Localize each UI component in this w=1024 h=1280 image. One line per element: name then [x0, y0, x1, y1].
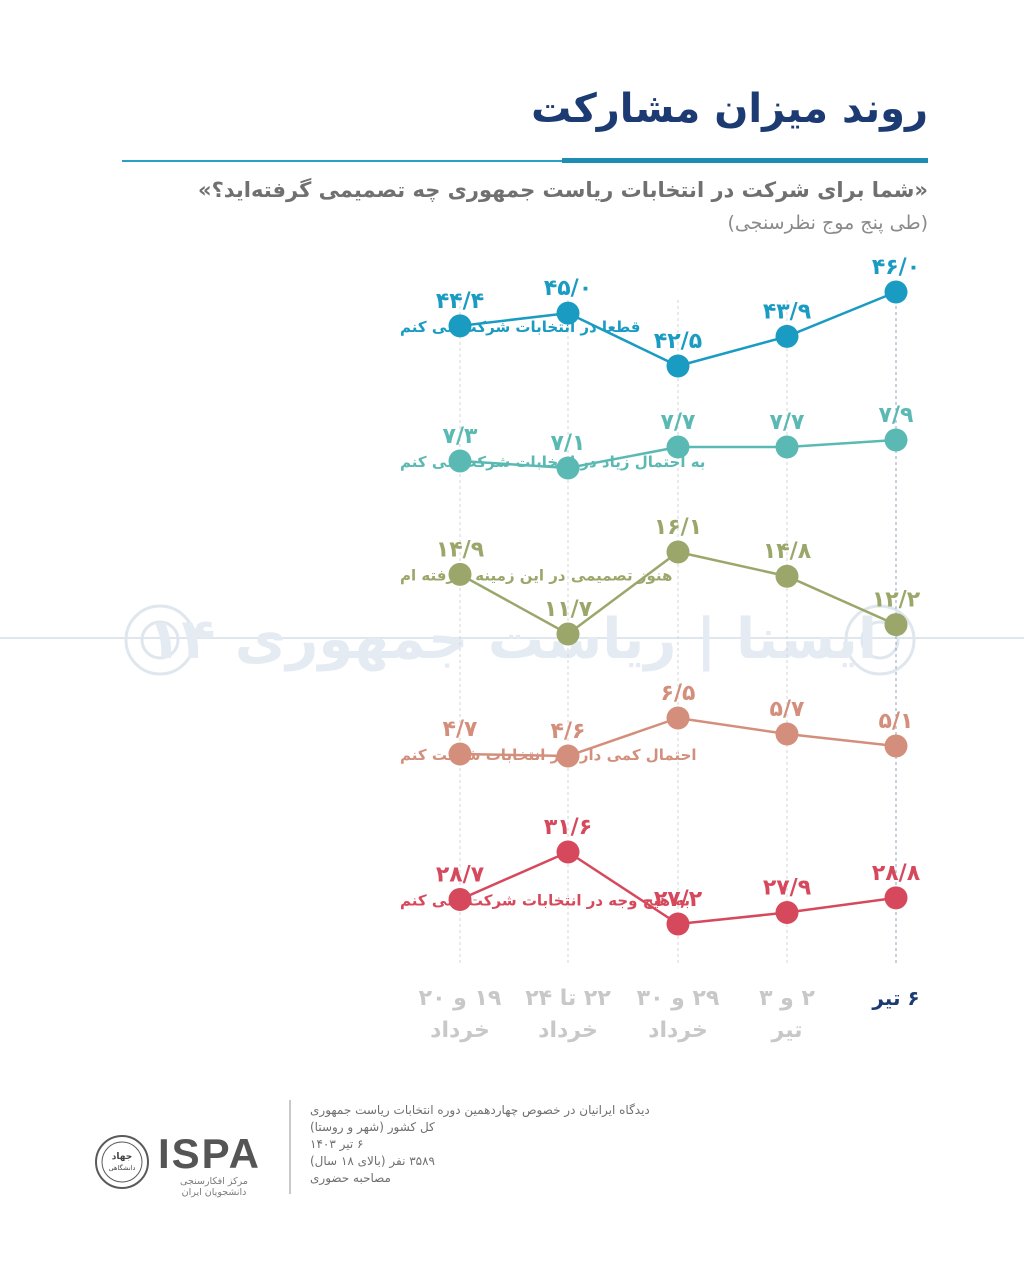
- data-point: [556, 301, 580, 325]
- data-point: [556, 622, 580, 646]
- x-tick-label: خرداد: [538, 1018, 598, 1043]
- data-point: [448, 562, 472, 586]
- data-point: [884, 280, 908, 304]
- data-label: ۲۸/۸: [872, 861, 921, 886]
- data-point: [775, 324, 799, 348]
- data-point: [666, 540, 690, 564]
- data-point: [448, 887, 472, 911]
- data-point: [775, 435, 799, 459]
- data-point: [666, 354, 690, 378]
- data-label: ۶/۵: [661, 681, 696, 706]
- survey-info-line: کل کشور (شهر و روستا): [310, 1120, 435, 1134]
- data-label: ۴۲/۵: [654, 329, 702, 354]
- series-label: به هیچ وجه در انتخابات شرکت نمی کنم: [400, 891, 690, 909]
- data-label: ۵/۷: [770, 697, 805, 722]
- data-point: [884, 613, 908, 637]
- data-label: ۴۵/۰: [544, 276, 592, 301]
- data-point: [884, 428, 908, 452]
- data-label: ۴/۶: [551, 719, 586, 744]
- data-label: ۷/۷: [770, 410, 805, 435]
- data-point: [556, 840, 580, 864]
- x-tick-label: خرداد: [648, 1018, 708, 1043]
- x-tick-label: ۲۲ تا ۲۴: [525, 986, 611, 1011]
- line-chart: ۴۴/۴ ۴۵/۰ ۴۲/۵ ۴۳/۹ ۴۶/۰ قطعا در انتخابات شرک…: [400, 255, 921, 1043]
- data-label: ۱۲/۲: [872, 588, 921, 613]
- x-tick-label: خرداد: [430, 1018, 490, 1043]
- data-label: ۱۴/۹: [436, 537, 484, 562]
- watermark: ایسنا | ریاست جمهوری ۱۴: [0, 604, 1024, 676]
- data-point: [556, 456, 580, 480]
- jahad-seal-logo: جهاد دانشگاهی: [95, 1135, 149, 1189]
- survey-info-line: مصاحبه حضوری: [310, 1171, 391, 1185]
- data-label: ۷/۳: [443, 424, 478, 449]
- data-point: [666, 435, 690, 459]
- data-label: ۴۳/۹: [763, 299, 811, 324]
- title-rule-accent: [562, 158, 928, 163]
- survey-info: دیدگاه ایرانیان در خصوص چهاردهمین دوره ا…: [310, 1102, 690, 1187]
- data-point: [448, 449, 472, 473]
- data-label: ۴۴/۴: [436, 289, 484, 314]
- survey-info-line: دیدگاه ایرانیان در خصوص چهاردهمین دوره ا…: [310, 1103, 650, 1117]
- series-label: هنوز تصمیمی در این زمینه نگرفته ام: [400, 566, 672, 584]
- series-label: احتمال کمی دارد در انتخابات شرکت کنم: [400, 746, 697, 764]
- survey-info-line: ۶ تیر ۱۴۰۳: [310, 1137, 364, 1151]
- data-label: ۷/۷: [661, 410, 696, 435]
- title-rule: [122, 160, 928, 162]
- watermark-ornament-left: [124, 604, 196, 676]
- page-title: روند میزان مشارکت: [531, 86, 928, 132]
- data-point: [666, 706, 690, 730]
- x-tick-label: ۶ تیر: [871, 986, 919, 1010]
- x-tick-label: ۲۹ و ۳۰: [637, 986, 720, 1011]
- svg-text:جهاد: جهاد: [112, 1152, 132, 1162]
- data-label: ۷/۹: [879, 403, 914, 428]
- x-tick-label: ۲ و ۳: [759, 986, 815, 1011]
- data-label: ۴/۷: [443, 717, 478, 742]
- survey-info-line: ۳۵۸۹ نفر (بالای ۱۸ سال): [310, 1154, 435, 1168]
- watermark-text: ایسنا | ریاست جمهوری ۱۴: [147, 607, 877, 672]
- series-label: به احتمال زیاد در انتخابات شرکت می کنم: [400, 453, 705, 471]
- data-point: [884, 734, 908, 758]
- data-label: ۲۷/۲: [654, 887, 703, 912]
- data-label: ۴۶/۰: [872, 255, 920, 280]
- data-label: ۳۱/۶: [544, 815, 592, 840]
- data-point: [448, 314, 472, 338]
- data-point: [775, 564, 799, 588]
- data-label: ۲۸/۷: [436, 862, 485, 887]
- series-label: قطعا در انتخابات شرکت می کنم: [400, 318, 640, 336]
- survey-note: (طی پنج موج نظرسنجی): [727, 212, 928, 234]
- watermark-ornament-right: [844, 604, 916, 676]
- data-point: [775, 722, 799, 746]
- data-label: ۷/۱: [551, 431, 586, 456]
- survey-question: «شما برای شرکت در انتخابات ریاست جمهوری …: [198, 178, 928, 202]
- data-label: ۱۶/۱: [654, 515, 702, 540]
- data-label: ۱۴/۸: [763, 539, 812, 564]
- data-point: [666, 912, 690, 936]
- x-tick-label: ۱۹ و ۲۰: [419, 986, 502, 1011]
- ispa-logo-subtitle: مرکز افکارسنجی دانشجویان ایران: [180, 1176, 248, 1198]
- data-point: [775, 901, 799, 925]
- data-label: ۵/۱: [879, 709, 914, 734]
- footer-separator: [289, 1100, 291, 1194]
- data-point: [556, 744, 580, 768]
- ispa-logo-text: ISPA: [158, 1130, 261, 1177]
- x-tick-label: تیر: [771, 1018, 803, 1043]
- data-label: ۲۷/۹: [763, 876, 811, 901]
- data-point: [884, 886, 908, 910]
- svg-text:دانشگاهی: دانشگاهی: [109, 1164, 136, 1172]
- data-label: ۱۱/۷: [544, 597, 593, 622]
- data-point: [448, 742, 472, 766]
